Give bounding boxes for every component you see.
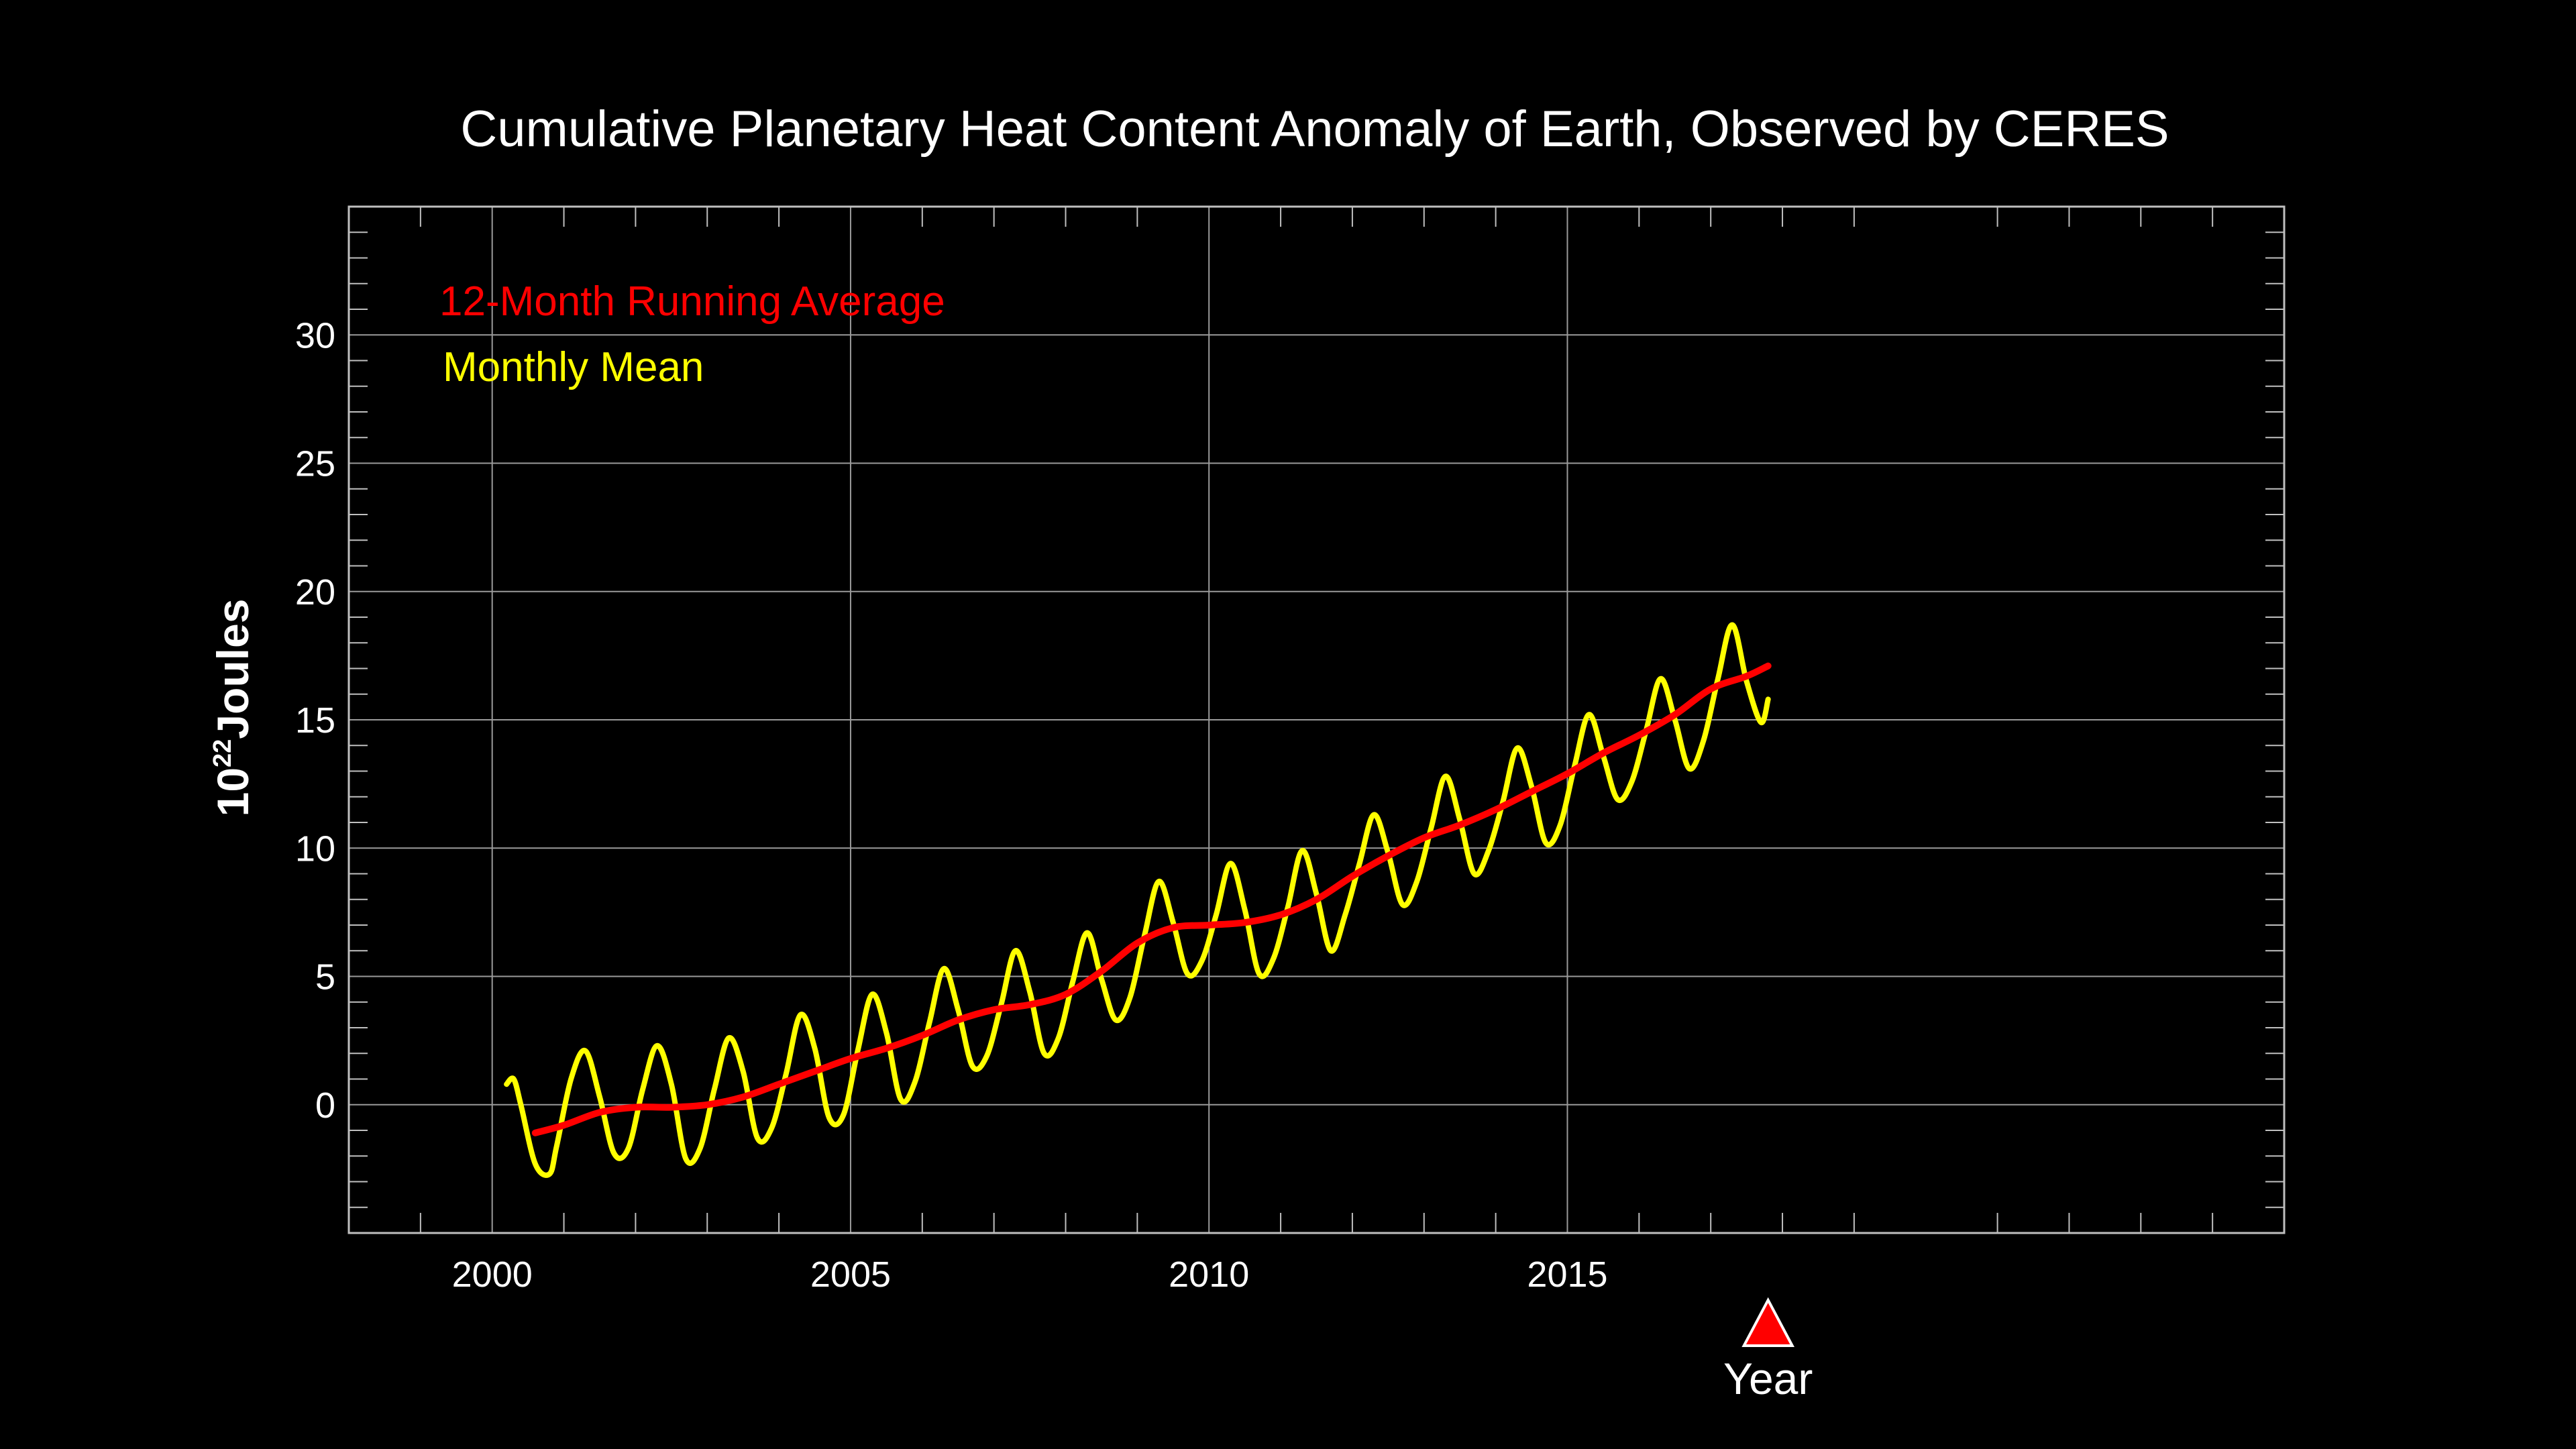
x-axis-label: Year bbox=[1723, 1354, 1813, 1403]
y-axis-label-exponent: 22 bbox=[209, 739, 237, 767]
series-monthly-mean-line bbox=[504, 622, 1771, 1178]
y-tick-labels: 0 5 10 15 20 25 30 bbox=[295, 315, 335, 1126]
legend-monthly-mean: Monthly Mean bbox=[443, 344, 704, 390]
x-tick-label: 2015 bbox=[1527, 1254, 1607, 1295]
y-tick-label: 0 bbox=[315, 1085, 335, 1126]
plot-frame bbox=[347, 205, 2286, 1234]
y-axis-label-base: 10 bbox=[208, 767, 258, 816]
y-tick-label: 5 bbox=[315, 957, 335, 998]
y-tick-label: 30 bbox=[295, 315, 335, 356]
legend-running-average: 12-Month Running Average bbox=[439, 278, 945, 325]
x-tick-labels: 2000 2005 2010 2015 bbox=[452, 1254, 1608, 1295]
y-axis-label-unit: Joules bbox=[208, 599, 258, 739]
y-tick-label: 20 bbox=[295, 572, 335, 612]
y-axis-label: 1022Joules bbox=[208, 599, 258, 817]
chart-title: Cumulative Planetary Heat Content Anomal… bbox=[460, 101, 2169, 158]
y-tick-label: 15 bbox=[295, 700, 335, 741]
x-tick-label: 2005 bbox=[810, 1254, 891, 1295]
series-running-average-line bbox=[531, 662, 1772, 1136]
x-tick-label: 2000 bbox=[452, 1254, 533, 1295]
x-tick-label: 2010 bbox=[1169, 1254, 1249, 1295]
y-tick-label: 25 bbox=[295, 444, 335, 484]
year-marker-triangle-icon bbox=[1741, 1297, 1794, 1347]
y-tick-label: 10 bbox=[295, 828, 335, 869]
minor-ticks bbox=[349, 207, 2284, 1233]
